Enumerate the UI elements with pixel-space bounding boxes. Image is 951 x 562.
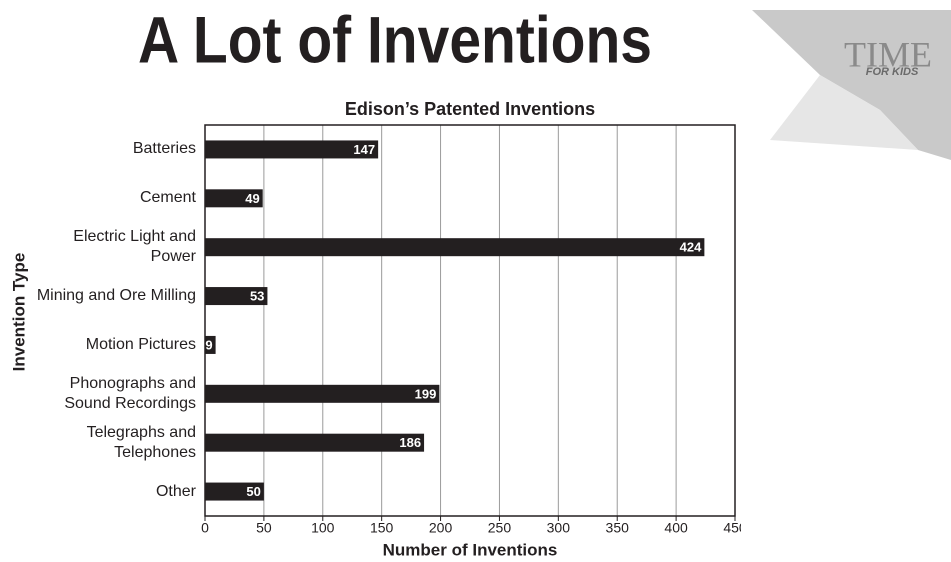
y-tick-label: Motion Pictures (85, 335, 196, 353)
plot-frame (204, 124, 736, 517)
x-tick-label: 50 (256, 520, 272, 536)
value-label: 186 (399, 435, 421, 450)
bar (205, 482, 264, 501)
y-tick-label: Phonographs and Sound Recordings (64, 374, 196, 412)
logo-corner (752, 10, 951, 160)
bar (205, 140, 379, 159)
value-label: 424 (680, 240, 702, 255)
logo-fold (770, 75, 918, 150)
bar (205, 335, 216, 354)
bar (205, 238, 705, 257)
x-tick-label: 400 (664, 520, 688, 536)
x-tick-label: 150 (370, 520, 394, 536)
x-tick-label: 250 (488, 520, 512, 536)
x-tick-label: 0 (201, 520, 209, 536)
value-label: 53 (250, 289, 264, 304)
bar (205, 287, 268, 306)
x-tick-label: 350 (606, 520, 630, 536)
x-axis-label: Number of Inventions (383, 540, 558, 559)
value-label: 50 (246, 484, 260, 499)
x-tick-label: 200 (429, 520, 453, 536)
header: A Lot of Inventions (138, 2, 652, 76)
bar (205, 189, 263, 208)
y-tick-label: Mining and Ore Milling (36, 287, 196, 305)
value-label: 49 (245, 191, 259, 206)
y-tick-label: Cement (139, 189, 196, 207)
value-label: 147 (353, 142, 375, 157)
bar (205, 384, 440, 403)
logo-subtitle: FOR KIDS (866, 66, 919, 78)
value-label: 9 (205, 337, 212, 352)
y-tick-label: Electric Light and Power (73, 228, 196, 266)
y-tick-label: Other (155, 482, 196, 500)
bar (205, 433, 425, 452)
x-tick-label: 100 (311, 520, 335, 536)
value-label: 199 (415, 386, 437, 401)
x-tick-label: 450 (723, 520, 747, 536)
y-tick-label: Batteries (132, 140, 196, 158)
y-axis-label: Invention Type (9, 253, 28, 372)
x-tick-label: 300 (547, 520, 571, 536)
logo-title: TIME (844, 34, 932, 74)
y-tick-label: Telegraphs and Telephones (86, 423, 196, 461)
chart-title: Edison’s Patented Inventions (345, 99, 595, 119)
